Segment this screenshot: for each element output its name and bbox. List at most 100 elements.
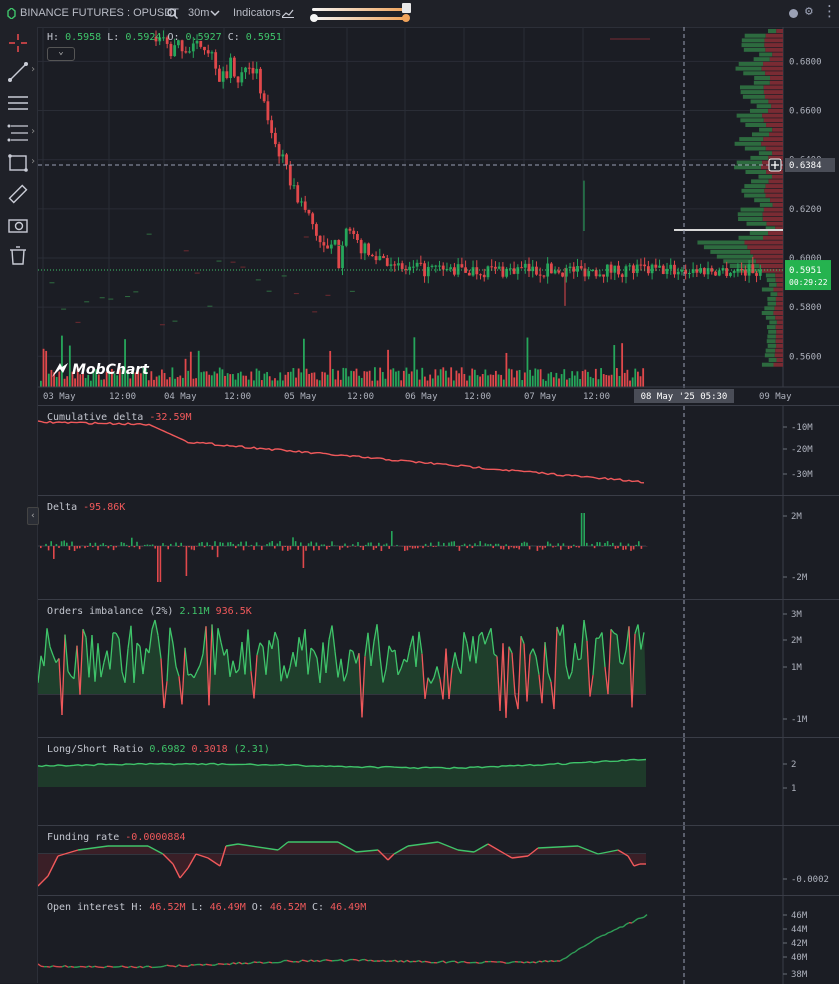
volume-bar: [469, 376, 471, 387]
candle-body: [751, 264, 754, 273]
delta-bar: [529, 546, 531, 549]
opacity-slider-handle[interactable]: [402, 3, 411, 13]
volume-bar: [519, 370, 521, 387]
volume-bar: [548, 374, 550, 387]
open-interest-line: [623, 924, 626, 927]
expand-icon[interactable]: ›: [30, 64, 36, 75]
delta-bar: [576, 546, 578, 547]
camera-icon[interactable]: [6, 213, 30, 237]
time-tick-label: 12:00: [464, 392, 491, 402]
open-interest-line: [236, 962, 239, 964]
axis-tick-label: -10M: [791, 423, 813, 433]
cumulative-delta-panel[interactable]: -10M-20M-30M Cumulative delta -32.59M: [38, 405, 839, 496]
delta-bar: [316, 543, 318, 546]
volume-bar: [642, 368, 644, 387]
delta-bar: [490, 544, 492, 546]
candle-body: [278, 144, 281, 156]
price-chart-panel[interactable]: 0.68000.66000.64000.62000.60000.58000.56…: [38, 27, 839, 405]
candle-body: [733, 271, 736, 273]
gear-icon[interactable]: ⚙: [805, 4, 813, 19]
search-icon[interactable]: [167, 8, 178, 19]
volume-bar: [187, 371, 189, 387]
range-slider-left-handle[interactable]: [310, 14, 318, 22]
volume-profile-bar: [769, 283, 777, 287]
volume-bar: [158, 375, 160, 387]
range-slider[interactable]: [312, 17, 407, 20]
volume-bar: [453, 380, 455, 387]
volume-bar: [216, 373, 218, 387]
delta-bar: [92, 546, 94, 547]
fib-tool-icon[interactable]: [6, 121, 30, 145]
delta-bar: [110, 545, 112, 546]
trash-icon[interactable]: [6, 243, 30, 267]
watermark-text: MobChart: [72, 362, 149, 378]
open-interest-line: [122, 966, 125, 967]
volume-profile-bar: [723, 259, 756, 263]
delta-bar: [550, 544, 552, 546]
delta-bar: [183, 546, 185, 547]
volume-bar: [321, 372, 323, 387]
interval-select[interactable]: 30m: [188, 7, 209, 19]
volume-profile-bar: [777, 283, 783, 287]
delta-bar: [360, 546, 362, 547]
axis-tick-label: 46M: [791, 911, 808, 921]
delta-bar: [274, 546, 276, 548]
axis-tick-label: -30M: [791, 470, 813, 480]
candle-body: [184, 51, 187, 52]
candle-body: [554, 270, 557, 273]
delta-bar: [503, 546, 505, 550]
volume-profile-bar: [747, 245, 783, 249]
volume-bar: [498, 374, 500, 387]
rectangle-tool-icon[interactable]: [6, 151, 30, 175]
price-chart[interactable]: 0.68000.66000.64000.62000.60000.58000.56…: [38, 27, 839, 405]
volume-bar: [337, 371, 339, 387]
open-interest-line: [575, 950, 578, 953]
time-tick-label: 07 May: [524, 392, 557, 402]
volume-bar: [626, 370, 628, 387]
expand-icon[interactable]: ›: [30, 126, 36, 137]
chevron-down-icon[interactable]: [210, 10, 220, 17]
candle-body: [337, 240, 340, 268]
price-tick-label: 0.6200: [789, 205, 822, 215]
candle-body: [654, 265, 657, 268]
ruler-tool-icon[interactable]: [6, 182, 30, 206]
volume-profile-bar: [765, 353, 775, 357]
delta-bar: [305, 546, 307, 551]
indicators-icon[interactable]: [282, 9, 294, 18]
range-slider-right-handle[interactable]: [402, 14, 410, 22]
volume-profile-bar: [767, 339, 776, 343]
candle-body: [263, 93, 266, 101]
theme-toggle-icon[interactable]: [789, 9, 798, 18]
candle-body: [524, 264, 527, 268]
delta-bar: [570, 546, 572, 548]
funding-rate-panel[interactable]: -0.0002 Funding rate -0.0000884: [38, 825, 839, 896]
horizontal-lines-tool-icon[interactable]: [6, 91, 30, 115]
axis-tick-label: -1M: [791, 715, 808, 725]
candle-body: [334, 240, 337, 245]
open-interest-line: [215, 964, 218, 965]
ohlc-high: 0.5958: [65, 32, 101, 43]
volume-profile-bar: [768, 29, 776, 33]
delta-bar: [243, 546, 245, 550]
indicators-button[interactable]: Indicators: [233, 7, 281, 19]
symbol-title[interactable]: BINANCE FUTURES : OPUSDT: [20, 7, 179, 19]
open-interest-line: [104, 966, 107, 967]
collapse-legend-button[interactable]: ⌄: [47, 47, 75, 61]
expand-icon[interactable]: ›: [30, 156, 36, 167]
delta-bar: [134, 546, 136, 547]
volume-bar: [232, 374, 234, 387]
crosshair-tool-icon[interactable]: [6, 31, 30, 55]
delta-panel[interactable]: 2M-2M Delta -95.86K: [38, 495, 839, 600]
candle-body: [360, 240, 363, 253]
delta-bar: [383, 545, 385, 546]
delta-bar: [555, 546, 557, 547]
opacity-slider[interactable]: [312, 8, 407, 11]
delta-bar: [102, 543, 104, 546]
trend-line-tool-icon[interactable]: [6, 60, 30, 84]
more-icon[interactable]: ⋮: [822, 2, 837, 20]
axis-tick-label: 44M: [791, 925, 808, 935]
candle-body: [755, 273, 758, 276]
